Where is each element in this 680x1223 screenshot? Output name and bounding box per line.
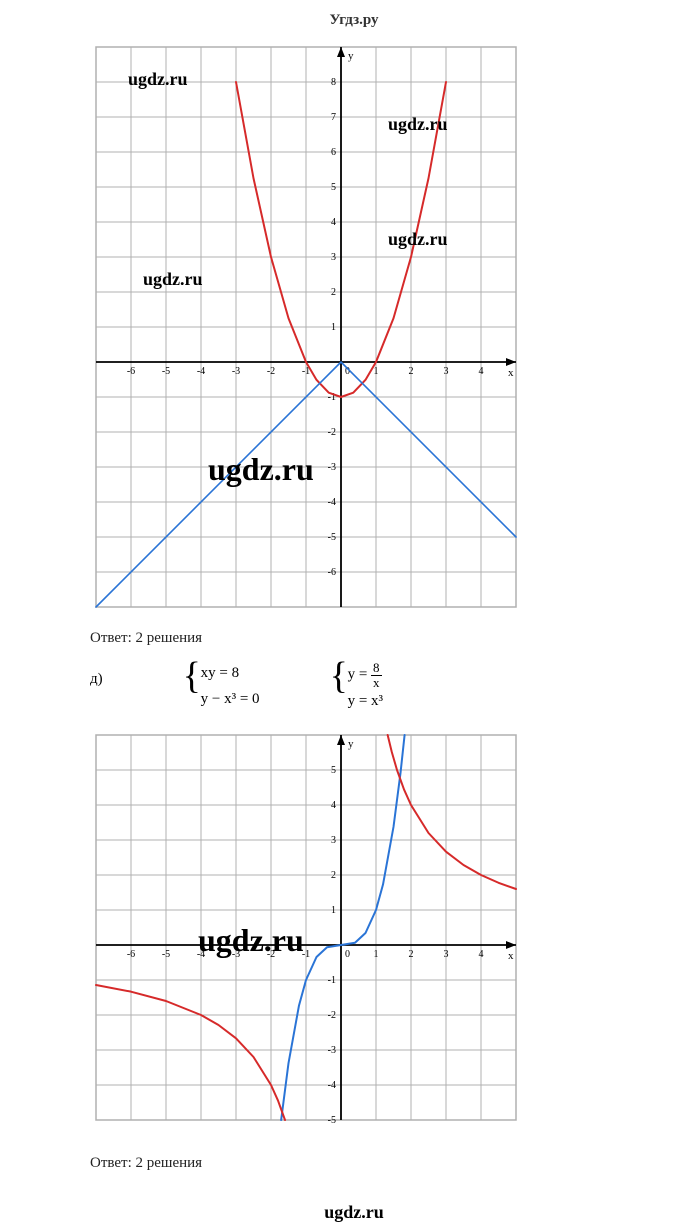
svg-text:-1: -1 <box>302 949 310 960</box>
svg-text:2: 2 <box>409 949 414 960</box>
svg-text:3: 3 <box>444 366 449 377</box>
svg-text:-3: -3 <box>232 949 240 960</box>
eq-right-1: y = 8x <box>348 661 383 689</box>
svg-text:8: 8 <box>331 77 336 88</box>
fraction-num: 8 <box>371 661 382 676</box>
brace-icon: { <box>330 657 348 695</box>
svg-text:2: 2 <box>331 870 336 881</box>
equations-left: { xy = 8 y − x³ = 0 <box>183 661 260 712</box>
svg-text:-2: -2 <box>328 1010 336 1021</box>
svg-text:-3: -3 <box>232 366 240 377</box>
svg-text:-5: -5 <box>328 1115 336 1126</box>
svg-text:-6: -6 <box>127 949 135 960</box>
svg-text:3: 3 <box>331 252 336 263</box>
chart1-wrap: xy-6-5-4-3-2-11234-6-5-4-3-2-1123456780 … <box>88 39 524 620</box>
chart2-svg: x y -6 -5 -4 -3 -2 -1 1 2 3 4 -5 -4 -3 -2 -1 1 2 3 4 5 0 <box>88 727 524 1128</box>
svg-text:5: 5 <box>331 182 336 193</box>
svg-text:4: 4 <box>479 949 484 960</box>
chart2-wrap: xy-6-5-4-3-2-11234-5-4-3-2-1123450 ugdz.… <box>88 727 524 1133</box>
svg-text:-6: -6 <box>328 567 336 578</box>
svg-text:4: 4 <box>479 366 484 377</box>
equations-row: д) { xy = 8 y − x³ = 0 { y = 8x y = x³ <box>90 661 620 715</box>
svg-text:3: 3 <box>331 835 336 846</box>
eq-right-1-prefix: y = <box>348 667 371 683</box>
svg-text:-2: -2 <box>267 366 275 377</box>
problem-label: д) <box>90 671 103 688</box>
svg-text:-2: -2 <box>328 427 336 438</box>
fraction-den: x <box>371 676 382 690</box>
svg-text:1: 1 <box>331 905 336 916</box>
svg-text:x: x <box>508 367 514 379</box>
svg-text:y: y <box>348 738 354 750</box>
svg-text:-4: -4 <box>328 1080 336 1091</box>
svg-text:-5: -5 <box>162 949 170 960</box>
chart1-svg: xy-6-5-4-3-2-11234-6-5-4-3-2-1123456780 <box>88 39 524 615</box>
svg-text:5: 5 <box>331 765 336 776</box>
svg-text:4: 4 <box>331 800 336 811</box>
svg-text:-4: -4 <box>197 366 205 377</box>
svg-text:-1: -1 <box>328 975 336 986</box>
svg-text:2: 2 <box>409 366 414 377</box>
eq-left-2: y − x³ = 0 <box>201 687 260 713</box>
svg-text:1: 1 <box>374 366 379 377</box>
svg-text:6: 6 <box>331 147 336 158</box>
footer-watermark: ugdz.ru <box>88 1202 620 1223</box>
equations-right: { y = 8x y = x³ <box>330 661 383 715</box>
svg-text:-3: -3 <box>328 462 336 473</box>
svg-text:-6: -6 <box>127 366 135 377</box>
eq-left-1: xy = 8 <box>201 661 260 687</box>
answer-2: Ответ: 2 решения <box>90 1155 620 1172</box>
page-header: Угдз.ру <box>88 12 620 29</box>
svg-text:-2: -2 <box>267 949 275 960</box>
svg-text:7: 7 <box>331 112 336 123</box>
svg-text:-4: -4 <box>328 497 336 508</box>
svg-text:-5: -5 <box>328 532 336 543</box>
answer-1: Ответ: 2 решения <box>90 630 620 647</box>
svg-text:1: 1 <box>331 322 336 333</box>
svg-text:-4: -4 <box>197 949 205 960</box>
svg-text:x: x <box>508 950 514 962</box>
svg-text:3: 3 <box>444 949 449 960</box>
svg-text:y: y <box>348 50 354 62</box>
eq-right-2: y = x³ <box>348 689 383 715</box>
svg-text:4: 4 <box>331 217 336 228</box>
svg-text:0: 0 <box>345 949 350 960</box>
svg-text:-5: -5 <box>162 366 170 377</box>
brace-icon: { <box>183 657 201 695</box>
svg-text:-3: -3 <box>328 1045 336 1056</box>
svg-text:2: 2 <box>331 287 336 298</box>
fraction: 8x <box>371 661 382 689</box>
svg-text:1: 1 <box>374 949 379 960</box>
